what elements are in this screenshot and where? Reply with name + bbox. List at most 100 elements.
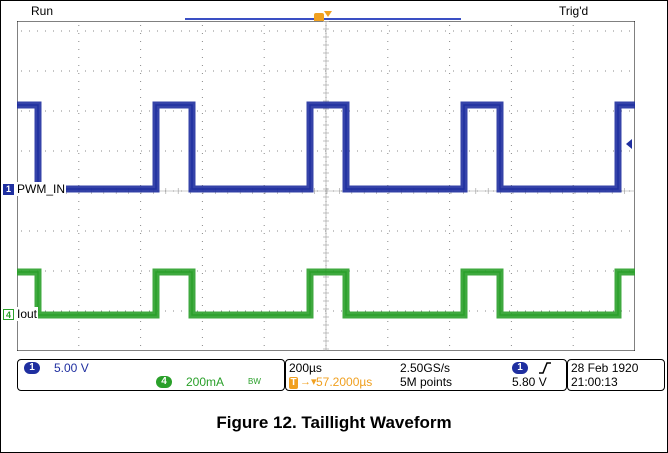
grid-dot — [141, 30, 142, 32]
grid-dot — [445, 30, 446, 32]
grid-dot — [109, 110, 110, 112]
grid-dot — [629, 70, 630, 72]
grid-dot — [269, 270, 270, 272]
grid-dot — [140, 273, 142, 274]
grid-dot — [78, 233, 80, 234]
grid-dot — [149, 30, 150, 32]
grid-dot — [309, 70, 310, 72]
grid-dot — [589, 110, 590, 112]
grid-dot — [221, 230, 222, 232]
grid-dot — [229, 230, 230, 232]
grid-dot — [78, 297, 80, 298]
grid-dot — [437, 150, 438, 152]
grid-dot — [510, 297, 512, 298]
grid-dot — [197, 310, 198, 312]
grid-dot — [29, 30, 30, 32]
grid-dot — [589, 30, 590, 32]
grid-dot — [78, 201, 80, 202]
grid-dot — [493, 110, 494, 112]
grid-dot — [517, 150, 518, 152]
grid-dot — [613, 110, 614, 112]
grid-dot — [333, 310, 334, 312]
grid-dot — [387, 321, 389, 322]
grid-dot — [387, 241, 389, 242]
grid-dot — [140, 25, 142, 26]
grid-dot — [77, 70, 78, 72]
grid-dot — [387, 209, 389, 210]
grid-dot — [213, 270, 214, 272]
grid-dot — [133, 110, 134, 112]
grid-dot — [429, 110, 430, 112]
grid-dot — [285, 270, 286, 272]
grid-dot — [365, 310, 366, 312]
ch1-indicator-icon: 1 — [3, 184, 14, 195]
grid-dot — [613, 270, 614, 272]
grid-dot — [357, 110, 358, 112]
grid-dot — [140, 193, 142, 194]
grid-dot — [613, 230, 614, 232]
grid-dot — [221, 150, 222, 152]
grid-dot — [181, 310, 182, 312]
grid-dot — [573, 150, 574, 152]
grid-dot — [21, 230, 22, 232]
grid-dot — [261, 230, 262, 232]
grid-dot — [510, 57, 512, 58]
grid-dot — [269, 230, 270, 232]
grid-dot — [173, 30, 174, 32]
grid-dot — [349, 230, 350, 232]
grid-dot — [572, 273, 574, 274]
grid-dot — [197, 230, 198, 232]
grid-dot — [573, 110, 574, 112]
grid-dot — [117, 30, 118, 32]
grid-dot — [141, 70, 142, 72]
grid-dot — [140, 345, 142, 346]
grid-dot — [125, 110, 126, 112]
grid-dot — [397, 150, 398, 152]
grid-dot — [173, 70, 174, 72]
grid-dot — [269, 30, 270, 32]
grid-dot — [140, 137, 142, 138]
grid-dot — [133, 310, 134, 312]
grid-dot — [37, 230, 38, 232]
grid-dot — [205, 310, 206, 312]
grid-dot — [149, 310, 150, 312]
grid-dot — [572, 121, 574, 122]
grid-dot — [581, 230, 582, 232]
grid-dot — [387, 281, 389, 282]
grid-dot — [565, 310, 566, 312]
grid-dot — [581, 270, 582, 272]
grid-dot — [201, 289, 203, 290]
grid-dot — [381, 70, 382, 72]
grid-dot — [181, 30, 182, 32]
grid-dot — [221, 310, 222, 312]
grid-dot — [572, 201, 574, 202]
grid-dot — [357, 270, 358, 272]
grid-dot — [387, 297, 389, 298]
ch4-scale: 200mA — [186, 375, 225, 389]
grid-dot — [245, 110, 246, 112]
grid-dot — [469, 30, 470, 32]
grid-dot — [101, 230, 102, 232]
grid-dot — [29, 70, 30, 72]
grid-dot — [565, 110, 566, 112]
grid-dot — [572, 97, 574, 98]
grid-dot — [181, 150, 182, 152]
grid-dot — [61, 310, 62, 312]
grid-dot — [140, 289, 142, 290]
grid-dot — [549, 150, 550, 152]
grid-dot — [263, 241, 265, 242]
grid-dot — [341, 70, 342, 72]
grid-dot — [381, 310, 382, 312]
grid-dot — [140, 97, 142, 98]
grid-dot — [293, 30, 294, 32]
status-bar: Run Trig'd — [1, 1, 667, 24]
grid-dot — [381, 270, 382, 272]
grid-dot — [141, 310, 142, 312]
grid-dot — [572, 321, 574, 322]
grid-dot — [449, 137, 451, 138]
grid-dot — [449, 97, 451, 98]
grid-dot — [205, 70, 206, 72]
grid-dot — [421, 310, 422, 312]
grid-dot — [349, 70, 350, 72]
grid-dot — [205, 270, 206, 272]
